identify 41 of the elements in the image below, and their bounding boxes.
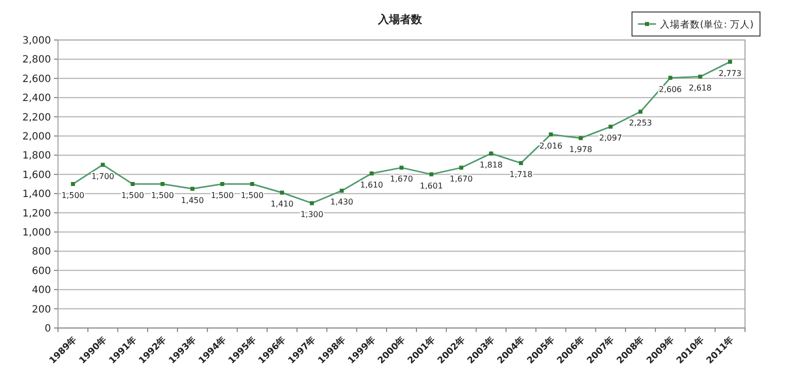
data-label: 1,500 (240, 191, 264, 200)
data-label: 1,430 (330, 198, 354, 207)
y-tick-label: 1,800 (22, 150, 51, 162)
y-tick-label: 1,600 (22, 170, 51, 181)
data-label: 2,773 (718, 68, 742, 78)
data-label: 1,500 (151, 191, 174, 200)
data-label: 1,978 (569, 145, 592, 154)
y-tick-label: 2,800 (22, 54, 51, 66)
data-label: 1,500 (61, 191, 84, 200)
y-tick-label: 200 (32, 304, 51, 316)
chart-title: 入場者数 (377, 13, 423, 26)
data-label: 2,606 (658, 84, 682, 94)
data-label: 2,253 (629, 118, 652, 128)
y-tick-label: 2,200 (22, 112, 51, 124)
y-tick-label: 2,400 (22, 93, 51, 104)
data-label: 1,718 (510, 170, 532, 180)
data-label: 1,500 (210, 191, 234, 200)
data-label: 1,670 (450, 174, 473, 184)
y-tick-label: 1,200 (22, 208, 51, 220)
y-tick-label: 600 (32, 266, 51, 277)
y-tick-label: 2,000 (22, 132, 51, 142)
data-label: 1,670 (390, 174, 413, 184)
data-label: 1,610 (360, 180, 384, 190)
data-label: 1,500 (121, 191, 144, 200)
y-tick-label: 0 (44, 324, 51, 334)
data-label: 1,601 (420, 181, 443, 190)
data-label: 1,450 (180, 196, 204, 205)
legend-label: 入場者数(単位: 万人) (660, 18, 754, 30)
y-tick-label: 400 (32, 285, 51, 296)
data-label: 1,700 (91, 172, 114, 181)
y-tick-label: 800 (32, 246, 51, 258)
data-label: 1,818 (480, 160, 503, 170)
data-label: 1,410 (270, 200, 294, 209)
y-tick-label: 1,000 (22, 228, 51, 238)
data-label: 2,618 (688, 84, 712, 93)
data-label: 2,016 (539, 141, 562, 150)
y-tick-label: 1,400 (22, 189, 51, 200)
y-tick-label: 3,000 (22, 36, 51, 46)
y-tick-label: 2,600 (22, 74, 51, 85)
data-label: 2,097 (599, 134, 622, 143)
data-label: 1,300 (300, 210, 324, 220)
